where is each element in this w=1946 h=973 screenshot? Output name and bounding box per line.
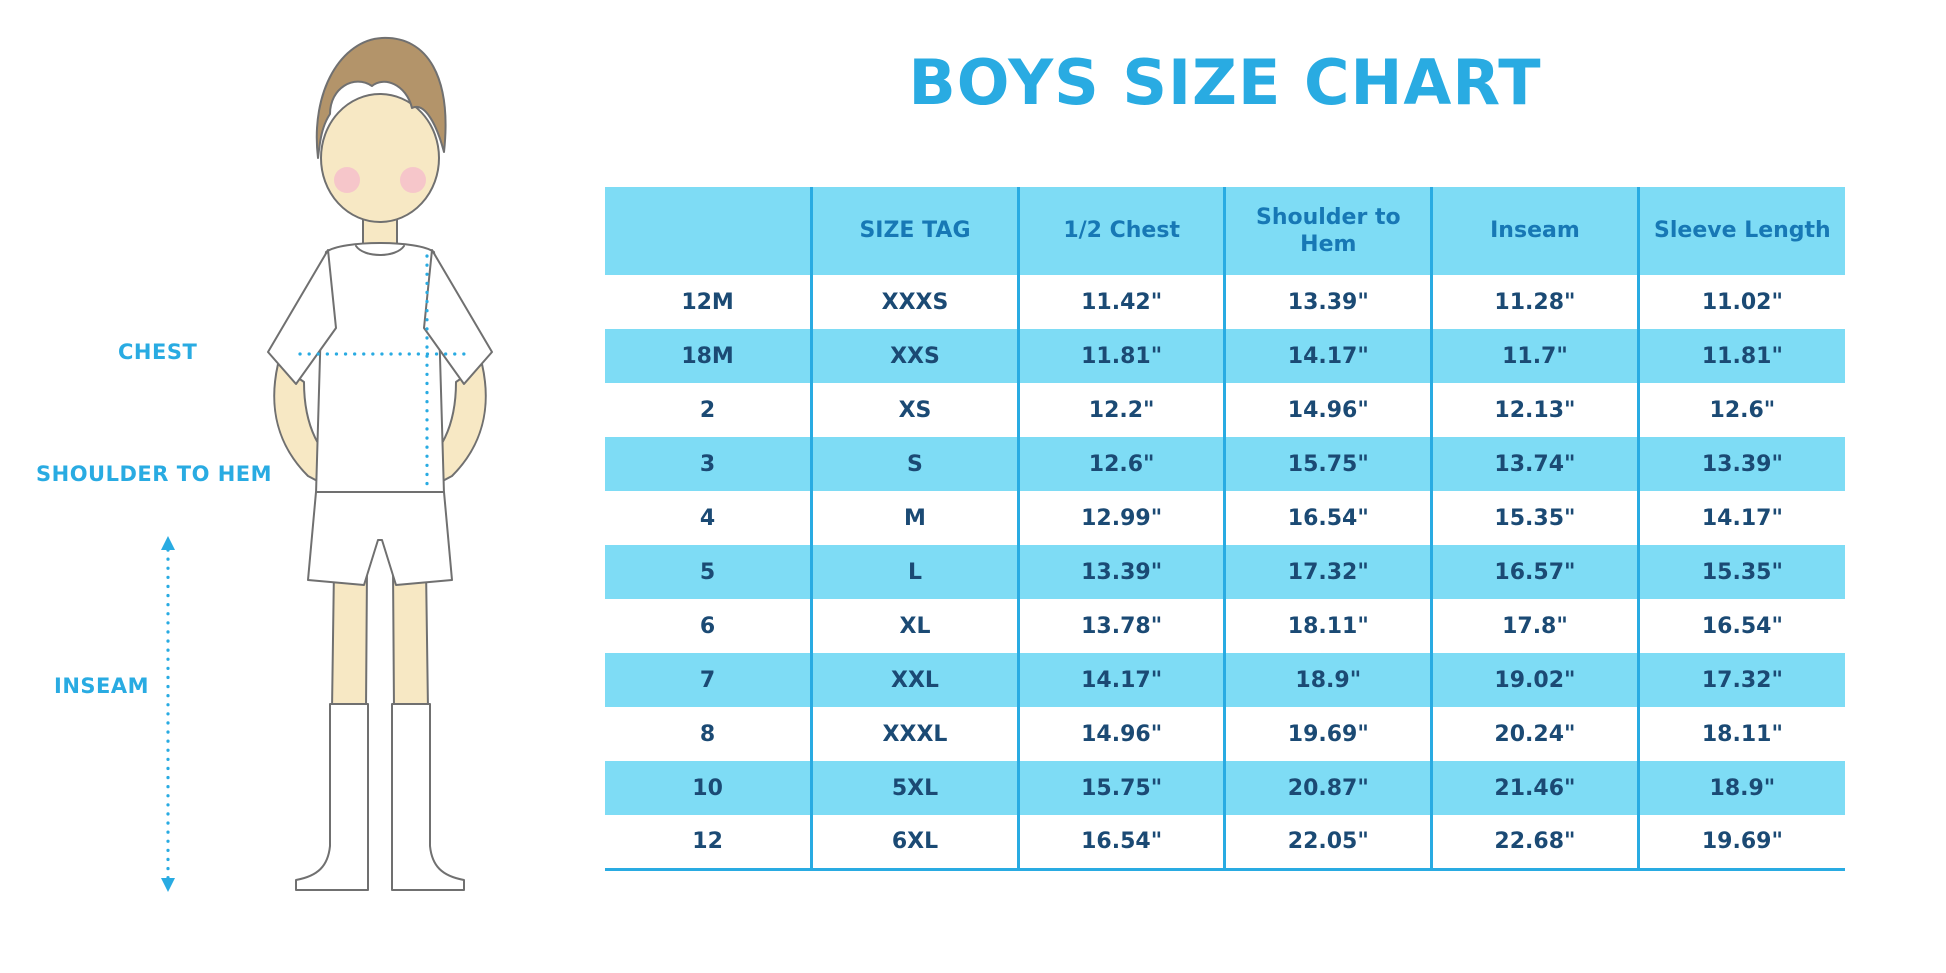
table-row: 5 L 13.39" 17.32" 16.57" 15.35"	[605, 545, 1845, 600]
measurement-cell: 12.13"	[1430, 383, 1639, 438]
measurement-cell: 5XL	[810, 761, 1019, 816]
table-row: 18M XXS 11.81" 14.17" 11.7" 11.81"	[605, 329, 1845, 384]
table-row: 8 XXXL 14.96" 19.69" 20.24" 18.11"	[605, 707, 1845, 762]
measurement-cell: 16.54"	[1016, 815, 1225, 871]
measurement-cell: 20.24"	[1430, 707, 1639, 762]
size-cell: 12M	[681, 289, 734, 315]
measurement-cell: 13.39"	[1223, 275, 1432, 330]
measurement-cell: XXXS	[810, 275, 1019, 330]
measurement-cell: 14.17"	[1016, 653, 1225, 708]
size-table-header: SIZE TAG 1/2 Chest Shoulder to Hem Insea…	[605, 187, 1845, 276]
header-row: SIZE TAG 1/2 Chest Shoulder to Hem Insea…	[605, 187, 1845, 276]
inseam-arrow-down-icon	[161, 878, 175, 892]
measurement-cell: 12.2"	[1016, 383, 1225, 438]
measurement-cell: 15.35"	[1636, 545, 1845, 600]
header-cell-inseam: Inseam	[1430, 187, 1639, 276]
measurement-cell: 19.69"	[1223, 707, 1432, 762]
measurement-cell: 14.17"	[1636, 491, 1845, 546]
size-cell: 7	[605, 653, 812, 708]
table-row: 4 M 12.99" 16.54" 15.35" 14.17"	[605, 491, 1845, 546]
measurement-cell: 12.99"	[1016, 491, 1225, 546]
measurement-cell: 13.39"	[1016, 545, 1225, 600]
measurement-cell: 18.9"	[1636, 761, 1845, 816]
size-cell: 12	[605, 815, 812, 871]
size-cell: 18M	[605, 329, 812, 384]
header-cell-blank	[605, 187, 812, 276]
measurement-cell: 22.05"	[1223, 815, 1432, 871]
measurement-cell: 14.17"	[1223, 329, 1432, 384]
table-row: 6 XL 13.78" 18.11" 17.8" 16.54"	[605, 599, 1845, 654]
measurement-cell: 19.02"	[1430, 653, 1639, 708]
measurement-cell: XL	[810, 599, 1019, 654]
measurement-cell: 16.57"	[1430, 545, 1639, 600]
header-cell-size-tag: SIZE TAG	[810, 187, 1019, 276]
size-cell: 4	[699, 505, 716, 531]
size-cell: 10	[605, 761, 812, 816]
measurement-figure: CHEST SHOULDER TO HEM INSEAM	[0, 0, 600, 973]
measurement-cell: 18.11"	[1223, 599, 1432, 654]
shoulder-to-hem-label: SHOULDER TO HEM	[36, 462, 273, 486]
measurement-cell: 16.54"	[1223, 491, 1432, 546]
table-row: 2 XS 12.2" 14.96" 12.13" 12.6"	[605, 383, 1845, 438]
measurement-cell: 13.74"	[1430, 437, 1639, 492]
measurement-cell: 11.81"	[1636, 329, 1845, 384]
measurement-cell: 17.32"	[1223, 545, 1432, 600]
measurement-cell: 11.7"	[1430, 329, 1639, 384]
table-row: 10 5XL 15.75" 20.87" 21.46" 18.9"	[605, 761, 1845, 816]
measurement-cell: 16.54"	[1636, 599, 1845, 654]
measurement-cell: 22.68"	[1430, 815, 1639, 871]
table-row: 3 S 12.6" 15.75" 13.74" 13.39"	[605, 437, 1845, 492]
page-title: BOYS SIZE CHART	[908, 46, 1542, 119]
cheeks	[334, 167, 426, 193]
measurement-cell: 19.69"	[1636, 815, 1845, 871]
measurement-cell: 11.02"	[1636, 275, 1845, 330]
measurement-cell: 13.39"	[1636, 437, 1845, 492]
measurement-cell: 21.46"	[1430, 761, 1639, 816]
measurement-cell: 11.81"	[1016, 329, 1225, 384]
measurement-cell: 14.96"	[1223, 383, 1432, 438]
measurement-cell: 14.96"	[1016, 707, 1225, 762]
measurement-cell: 15.35"	[1430, 491, 1639, 546]
chest-label: CHEST	[118, 340, 198, 364]
measurement-cell: 12.6"	[1016, 437, 1225, 492]
measurement-cell: 20.87"	[1223, 761, 1432, 816]
table-row: 12M XXXS 11.42" 13.39" 11.28" 11.02"	[605, 275, 1845, 330]
measurement-cell: 18.9"	[1223, 653, 1432, 708]
inseam-label: INSEAM	[54, 674, 150, 698]
header-cell-half-chest: 1/2 Chest	[1016, 187, 1225, 276]
table-row: 12 6XL 16.54" 22.05" 22.68" 19.69"	[605, 815, 1845, 871]
measurement-cell: 13.78"	[1016, 599, 1225, 654]
measurement-cell: S	[810, 437, 1019, 492]
measurement-cell: 11.28"	[1430, 275, 1639, 330]
measurement-cell: XXS	[810, 329, 1019, 384]
measurement-cell: 12.6"	[1636, 383, 1845, 438]
size-cell: 2	[699, 397, 716, 423]
size-table: SIZE TAG 1/2 Chest Shoulder to Hem Insea…	[605, 187, 1845, 871]
table-row: 7 XXL 14.17" 18.9" 19.02" 17.32"	[605, 653, 1845, 708]
measurement-cell: XXL	[810, 653, 1019, 708]
size-cell: 3	[605, 437, 812, 492]
chart-content: BOYS SIZE CHART SIZE TAG 1/2 Chest Shoul…	[605, 42, 1845, 871]
header-cell-shoulder-to-hem: Shoulder to Hem	[1223, 187, 1432, 276]
measurement-cell: 11.42"	[1016, 275, 1225, 330]
measurement-cell: XS	[810, 383, 1019, 438]
measurement-cell: 6XL	[810, 815, 1019, 871]
measurement-cell: 15.75"	[1016, 761, 1225, 816]
inseam-arrow-up-icon	[161, 536, 175, 550]
size-cell: 8	[699, 721, 716, 747]
measurement-cell: XXXL	[810, 707, 1019, 762]
boy-illustration	[161, 36, 493, 892]
header-cell-sleeve-length: Sleeve Length	[1636, 187, 1845, 276]
boy-body	[267, 36, 493, 891]
measurement-cell: 18.11"	[1636, 707, 1845, 762]
measurement-cell: M	[810, 491, 1019, 546]
measurement-cell: 17.32"	[1636, 653, 1845, 708]
size-cell: 5	[605, 545, 812, 600]
measurement-cell: L	[810, 545, 1019, 600]
measurement-cell: 17.8"	[1430, 599, 1639, 654]
measurement-cell: 15.75"	[1223, 437, 1432, 492]
size-table-body: 12M XXXS 11.42" 13.39" 11.28" 11.02" 18M XXS 11.…	[605, 275, 1845, 871]
size-cell: 6	[699, 613, 716, 639]
